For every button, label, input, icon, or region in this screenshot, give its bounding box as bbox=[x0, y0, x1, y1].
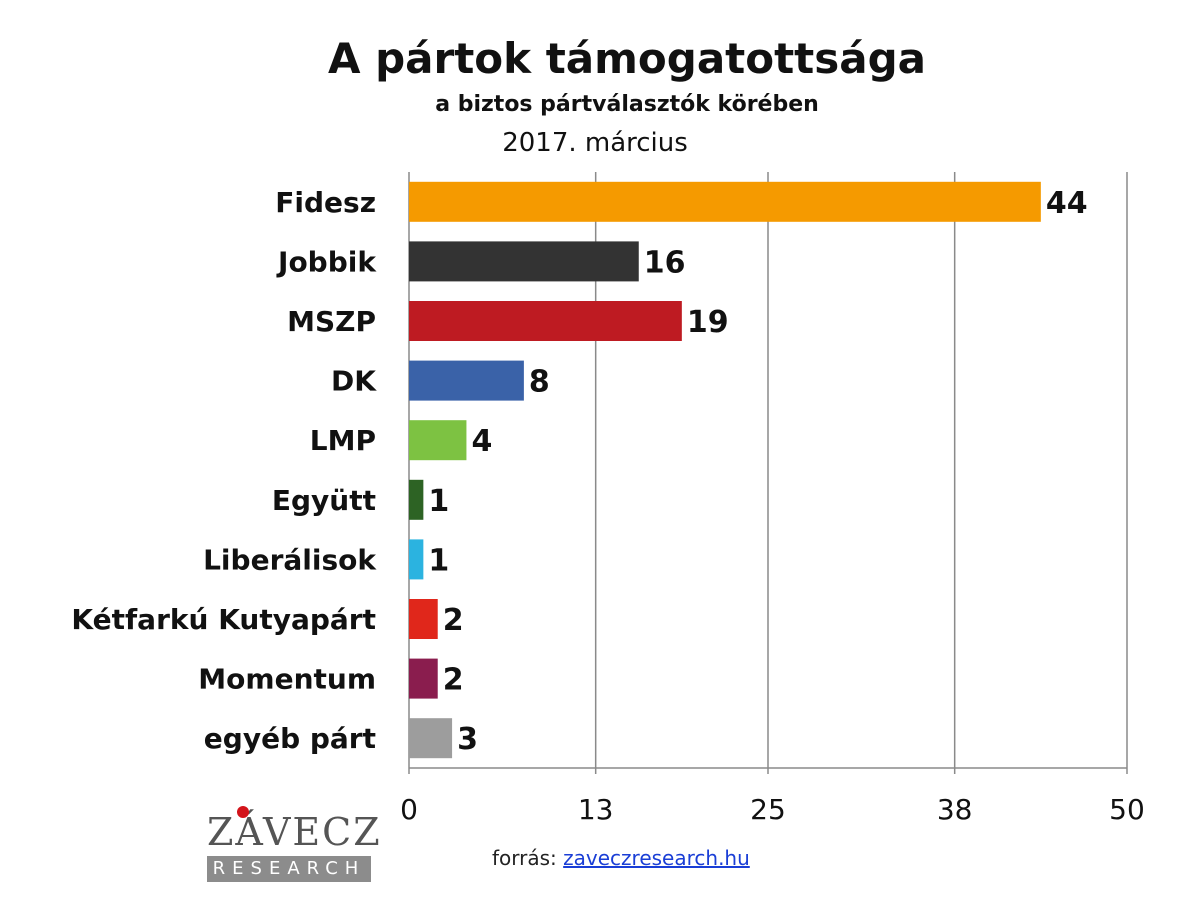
data-label: 8 bbox=[529, 365, 550, 400]
bar bbox=[409, 718, 453, 759]
logo-name: ZÁVECZ bbox=[207, 810, 382, 854]
logo-tagline: RESEARCH bbox=[207, 856, 371, 882]
x-tick-label: 13 bbox=[578, 793, 614, 826]
data-label: 3 bbox=[457, 722, 478, 757]
chart-subtitle: a biztos pártválasztók körében bbox=[435, 92, 819, 117]
x-tick-label: 38 bbox=[937, 793, 973, 826]
category-label: Liberálisok bbox=[203, 543, 377, 576]
data-label: 44 bbox=[1046, 186, 1088, 221]
chart-date: 2017. március bbox=[502, 128, 688, 158]
chart-title: A pártok támogatottsága bbox=[327, 34, 926, 83]
data-label: 1 bbox=[428, 484, 449, 519]
category-label: Fidesz bbox=[275, 186, 376, 219]
source-note: forrás: zaveczresearch.hu bbox=[492, 846, 750, 870]
category-label: MSZP bbox=[287, 305, 376, 338]
logo-dot-icon bbox=[237, 806, 249, 818]
source-link[interactable]: zaveczresearch.hu bbox=[563, 846, 750, 870]
zavecz-logo: ZÁVECZ RESEARCH bbox=[207, 806, 382, 882]
category-label: LMP bbox=[310, 424, 376, 457]
data-label: 1 bbox=[428, 543, 449, 578]
data-label: 4 bbox=[471, 424, 492, 459]
bar bbox=[409, 420, 467, 461]
bar bbox=[409, 539, 424, 580]
category-label: DK bbox=[331, 365, 377, 398]
data-label: 19 bbox=[687, 305, 729, 340]
bar bbox=[409, 181, 1041, 222]
x-tick-label: 50 bbox=[1109, 793, 1145, 826]
bar bbox=[409, 599, 438, 639]
data-label: 2 bbox=[443, 603, 464, 638]
category-label: egyéb párt bbox=[204, 722, 376, 755]
bar bbox=[409, 241, 639, 282]
source-label: forrás: bbox=[492, 846, 557, 870]
bar bbox=[409, 360, 524, 401]
bar bbox=[409, 658, 438, 699]
bar bbox=[409, 479, 424, 520]
x-tick-label: 0 bbox=[400, 793, 418, 826]
data-label: 16 bbox=[644, 245, 686, 280]
x-tick-label: 25 bbox=[750, 793, 786, 826]
category-label: Együtt bbox=[272, 484, 376, 517]
category-label: Momentum bbox=[198, 663, 376, 696]
category-label: Jobbik bbox=[276, 245, 377, 278]
bar bbox=[409, 301, 682, 341]
data-label: 2 bbox=[443, 663, 464, 698]
category-label: Kétfarkú Kutyapárt bbox=[71, 603, 376, 636]
